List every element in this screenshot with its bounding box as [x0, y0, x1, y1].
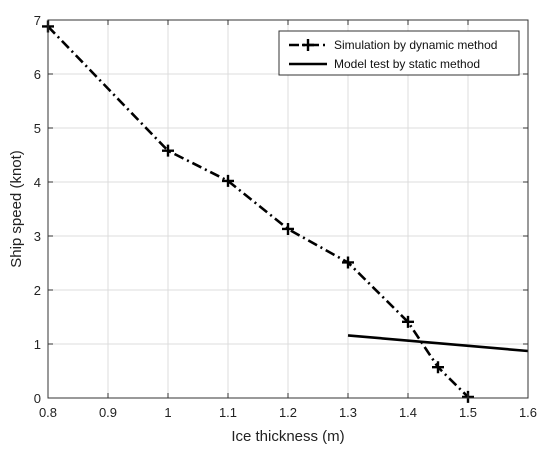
ticks: 0.8 0.9 1 1.1 1.2 1.3 1.4 1.5 1.6 0 1 2 3 4 5 6 7 [34, 13, 537, 420]
y-tick-label: 5 [34, 121, 41, 136]
series-2 [347, 334, 529, 353]
data-point-marker [222, 174, 234, 187]
x-tick-label: 1.2 [279, 405, 297, 420]
y-tick-label: 2 [34, 283, 41, 298]
series-line [347, 334, 529, 353]
y-tick-label: 3 [34, 229, 41, 244]
x-tick-label: 1.1 [219, 405, 237, 420]
y-tick-label: 4 [34, 175, 41, 190]
series-line [47, 25, 469, 398]
x-tick-label: 1.3 [339, 405, 357, 420]
y-tick-label: 0 [34, 391, 41, 406]
x-tick-label: 1.5 [459, 405, 477, 420]
data-point-marker [162, 144, 174, 157]
x-tick-label: 0.8 [39, 405, 57, 420]
x-tick-label: 1.4 [399, 405, 417, 420]
data-point-marker [402, 315, 414, 328]
x-tick-label: 1.6 [519, 405, 537, 420]
legend-label: Model test by static method [334, 57, 480, 71]
y-tick-label: 7 [34, 13, 41, 28]
legend-label: Simulation by dynamic method [334, 38, 497, 52]
series-layer [42, 20, 529, 403]
data-point-marker [302, 39, 314, 51]
legend-box [278, 30, 520, 76]
x-tick-label: 0.9 [99, 405, 117, 420]
x-tick-label: 1 [164, 405, 171, 420]
data-point-marker [282, 222, 294, 235]
x-axis-title: Ice thickness (m) [231, 428, 344, 445]
y-axis-title: Ship speed (knot) [8, 150, 25, 268]
data-point-marker [432, 361, 444, 374]
legend: Simulation by dynamic method Model test b… [278, 30, 520, 76]
y-tick-label: 1 [34, 337, 41, 352]
data-point-marker [342, 256, 354, 269]
y-tick-label: 6 [34, 67, 41, 82]
